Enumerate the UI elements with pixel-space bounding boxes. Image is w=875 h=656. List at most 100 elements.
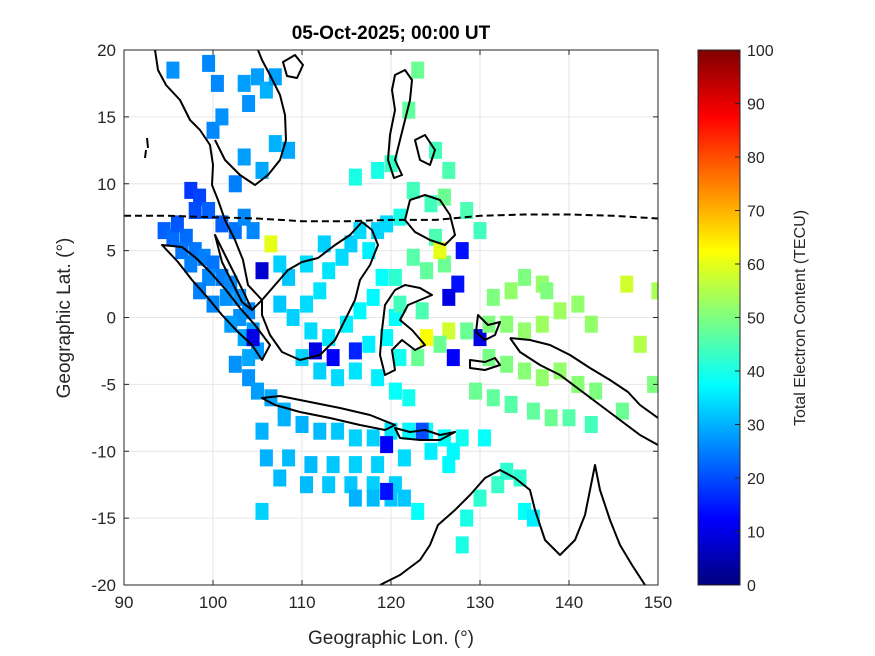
tec-cell (224, 275, 238, 293)
tec-cell (460, 322, 474, 340)
tec-cell (348, 168, 362, 186)
tec-cell (362, 242, 376, 260)
y-axis-label: Geographic Lat. (°) (54, 238, 75, 399)
tec-cell (273, 295, 287, 313)
tec-cell (273, 255, 287, 273)
tec-cell (282, 141, 296, 159)
tec-cell (384, 422, 398, 440)
colorbar-tick-label: 70 (747, 204, 765, 221)
tec-cell (393, 349, 407, 367)
y-tick-label: 5 (107, 242, 116, 261)
tec-cell (486, 389, 500, 407)
tec-cell (388, 268, 402, 286)
x-axis-label: Geographic Lon. (°) (308, 628, 474, 649)
y-tick-label: 0 (107, 309, 116, 328)
tec-cell (326, 349, 340, 367)
tec-cell (540, 282, 554, 300)
coastline-sumatra (161, 244, 271, 361)
tec-cell (242, 95, 256, 112)
tec-cell (348, 456, 362, 474)
coastline-australia (379, 464, 646, 585)
tec-cell (380, 215, 394, 233)
tec-cell (255, 502, 269, 520)
x-tick-label: 140 (555, 593, 583, 612)
tec-cell (366, 476, 380, 494)
tec-cell (322, 329, 336, 347)
tec-cell (478, 429, 491, 447)
tec-cell (295, 349, 309, 367)
tec-cell (388, 382, 402, 400)
coastline-borneo (261, 221, 379, 361)
tec-cell (633, 335, 647, 353)
tec-cell (242, 369, 256, 387)
tec-cell (535, 315, 549, 333)
coastline-lesser-sunda (394, 427, 456, 441)
tec-cell (366, 429, 380, 447)
x-tick-label: 90 (115, 593, 134, 612)
colorbar-tick-label: 50 (747, 311, 765, 328)
coastline-sulawesi (379, 284, 433, 376)
tec-cell (251, 382, 264, 400)
colorbar-tick-label: 80 (747, 150, 765, 167)
x-tick-label: 100 (199, 593, 227, 612)
tec-cell (451, 275, 465, 293)
x-tick-label: 120 (377, 593, 405, 612)
tec-cell (295, 416, 309, 433)
tec-cell (348, 342, 362, 360)
tec-cell (420, 329, 434, 347)
colorbar-label: Total Electron Content (TECU) (792, 210, 809, 426)
tec-cell (513, 469, 527, 487)
colorbar-tick-label: 90 (747, 97, 765, 114)
tec-cell (571, 375, 585, 393)
tec-cell (402, 389, 416, 407)
coastline-andaman (144, 137, 149, 159)
colorbar-tick-label: 20 (747, 471, 765, 488)
tec-cell (437, 188, 451, 206)
tec-cell (348, 489, 362, 507)
tec-cell (282, 449, 296, 467)
tec-cell (571, 295, 585, 313)
tec-cell (362, 335, 376, 353)
tec-cell (317, 235, 331, 253)
tec-cell (473, 222, 487, 240)
tec-cell (380, 436, 394, 454)
tec-cell (518, 322, 531, 340)
tec-cell (562, 409, 576, 427)
tec-cell (259, 449, 273, 467)
colorbar (697, 49, 741, 586)
tec-cell (433, 242, 447, 260)
tec-cell (313, 422, 327, 440)
y-tick-label: 15 (97, 108, 116, 127)
tec-cell (268, 135, 282, 153)
tec-cell (255, 422, 269, 440)
tec-cell (500, 355, 514, 373)
tec-cell (237, 74, 251, 92)
tec-cell (304, 456, 318, 474)
tec-cell (424, 195, 438, 213)
tec-cell (193, 282, 207, 300)
coastline-java (261, 395, 396, 431)
coastline-halmahera (475, 314, 501, 341)
tec-cell (375, 268, 389, 286)
tec-cell (411, 502, 425, 520)
tec-cell (246, 329, 260, 347)
tec-cell (255, 161, 269, 179)
tec-cell (380, 482, 394, 500)
tec-cell (411, 349, 425, 367)
tec-cell (255, 262, 269, 280)
tec-cell (406, 181, 420, 199)
tec-cell (584, 315, 598, 333)
tec-cell (455, 536, 469, 554)
tec-cell (300, 476, 313, 494)
tec-cell (304, 322, 318, 340)
tec-cell (437, 255, 451, 273)
tec-cell (348, 429, 362, 447)
tec-cell (193, 188, 207, 206)
tec-cell (340, 315, 353, 333)
x-tick-label: 150 (644, 593, 672, 612)
coastline-new-guinea (509, 337, 658, 446)
tec-cell (620, 275, 634, 293)
tec-cell (300, 295, 313, 313)
tec-cell (469, 382, 483, 400)
